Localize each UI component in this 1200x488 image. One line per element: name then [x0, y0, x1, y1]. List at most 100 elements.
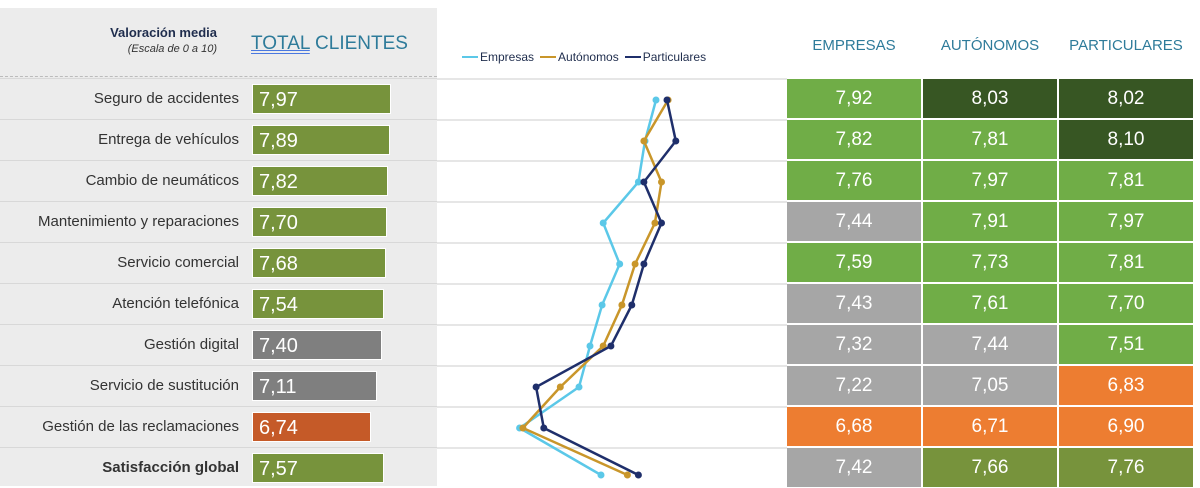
data-point: [640, 260, 648, 268]
data-point: [616, 260, 624, 268]
data-point: [658, 219, 665, 227]
total-bar: 7,97: [252, 84, 391, 114]
total-bar: 7,89: [252, 125, 390, 155]
legend-marker-icon: [624, 56, 641, 58]
total-bar: 6,74: [252, 412, 371, 442]
value-cell: 7,70: [1059, 284, 1193, 323]
header-title: Valoración media: [110, 25, 217, 40]
value-cell: 7,81: [1059, 243, 1193, 282]
total-bar: 7,70: [252, 207, 387, 237]
value-cell: 7,22: [787, 366, 921, 405]
row-label: Cambio de neumáticos: [85, 172, 239, 189]
row-label: Satisfacción global: [102, 459, 239, 476]
value-cell: 7,97: [1059, 202, 1193, 241]
value-cell: 7,82: [787, 120, 921, 159]
row-label: Entrega de vehículos: [98, 131, 239, 148]
divider: [437, 365, 787, 367]
row-label: Servicio de sustitución: [89, 377, 239, 394]
data-point: [640, 137, 648, 145]
column-header: AUTÓNOMOS: [940, 37, 1040, 54]
total-bar: 7,82: [252, 166, 389, 196]
legend-marker-icon: [540, 56, 557, 58]
data-point: [532, 383, 540, 391]
data-point: [651, 219, 659, 227]
data-point: [634, 471, 642, 479]
total-bar: 7,54: [252, 289, 384, 319]
value-cell: 7,43: [787, 284, 921, 323]
table-row: Mantenimiento y reparaciones 7,70: [0, 201, 437, 242]
value-cell: 7,81: [923, 120, 1057, 159]
table-row: Gestión de las reclamaciones 6,74: [0, 406, 437, 447]
value-cell: 7,44: [787, 202, 921, 241]
data-point: [575, 383, 583, 391]
value-cell: 7,51: [1059, 325, 1193, 364]
header-subtitle: (Escala de 0 a 10): [127, 43, 217, 55]
legend-marker-icon: [462, 56, 478, 58]
value-cell: 6,68: [787, 407, 921, 446]
divider: [0, 76, 437, 77]
data-point: [618, 301, 626, 309]
total-clients-heading: TOTAL CLIENTES: [251, 33, 408, 54]
left-header: Valoración media (Escala de 0 a 10) TOTA…: [0, 0, 437, 76]
divider: [437, 406, 787, 408]
value-cell: 7,76: [1059, 448, 1193, 487]
data-point: [586, 342, 594, 350]
value-cell: 6,71: [923, 407, 1057, 446]
value-cell: 7,73: [923, 243, 1057, 282]
value-cell: 8,10: [1059, 120, 1193, 159]
data-point: [623, 471, 631, 479]
chart-legend: Empresas Autónomos Particulares: [462, 50, 706, 64]
total-bar: 7,40: [252, 330, 382, 360]
table-row: Gestión digital 7,40: [0, 324, 437, 365]
data-point: [519, 424, 527, 432]
data-point: [597, 471, 605, 479]
value-cell: 6,83: [1059, 366, 1193, 405]
legend-item: Particulares: [624, 50, 706, 64]
value-cell: 7,44: [923, 325, 1057, 364]
row-label: Seguro de accidentes: [93, 90, 239, 107]
data-point: [556, 383, 564, 391]
row-label: Servicio comercial: [117, 254, 239, 271]
legend-item: Autónomos: [540, 50, 619, 64]
value-cell: 7,59: [787, 243, 921, 282]
table-row: Atención telefónica 7,54: [0, 283, 437, 324]
data-point: [640, 178, 648, 186]
table-row: Entrega de vehículos 7,89: [0, 119, 437, 160]
total-bar: 7,68: [252, 248, 387, 278]
value-cell: 7,61: [923, 284, 1057, 323]
value-cell: 7,92: [787, 79, 921, 118]
value-cell: 7,66: [923, 448, 1057, 487]
total-bar: 7,57: [252, 453, 385, 483]
divider: [437, 201, 787, 203]
data-point: [628, 301, 636, 309]
column-header: PARTICULARES: [1069, 37, 1183, 54]
data-point: [663, 96, 671, 104]
series-line-empresas: [517, 99, 658, 477]
column-header: EMPRESAS: [812, 37, 896, 54]
table-row: Satisfacción global 7,57: [0, 447, 437, 488]
table-row: Servicio de sustitución 7,11: [0, 365, 437, 406]
data-point: [607, 342, 615, 350]
value-cell: 8,02: [1059, 79, 1193, 118]
table-row: Cambio de neumáticos 7,82: [0, 160, 437, 201]
data-point: [599, 219, 607, 227]
table-row: Servicio comercial 7,68: [0, 242, 437, 283]
divider: [437, 160, 787, 162]
divider: [437, 119, 787, 121]
value-cell: 7,81: [1059, 161, 1193, 200]
total-bar: 7,11: [252, 371, 377, 401]
divider: [437, 78, 787, 80]
value-cell: 7,76: [787, 161, 921, 200]
row-label: Mantenimiento y reparaciones: [38, 213, 239, 230]
value-cell: 8,03: [923, 79, 1057, 118]
legend-item: Empresas: [462, 50, 534, 64]
value-cell: 7,42: [787, 448, 921, 487]
series-line-autónomos: [520, 99, 670, 477]
data-point: [631, 260, 639, 268]
value-cell: 7,91: [923, 202, 1057, 241]
value-cell: 6,90: [1059, 407, 1193, 446]
value-cell: 7,05: [923, 366, 1057, 405]
data-point: [599, 342, 607, 350]
data-point: [672, 137, 680, 145]
